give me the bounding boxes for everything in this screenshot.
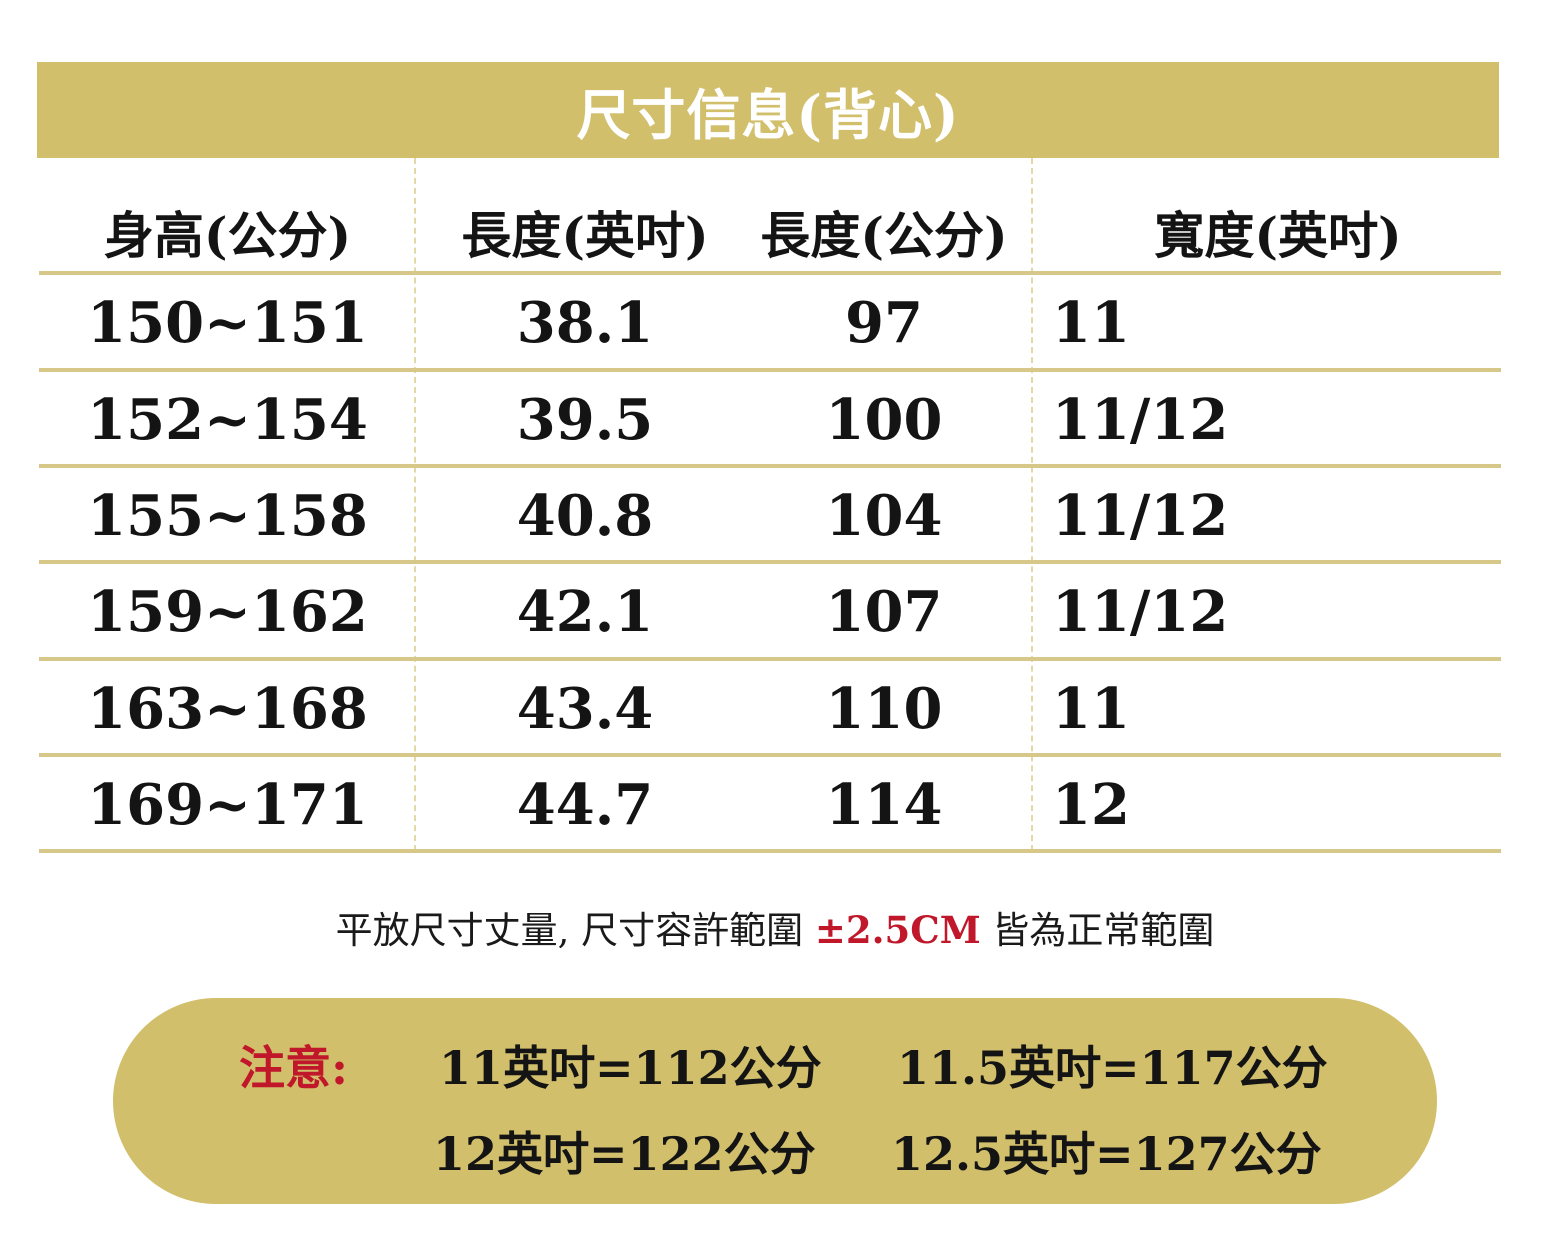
table-cell-length-cm: 107 <box>825 579 943 645</box>
table-cell-length-inch: 38.1 <box>516 290 654 356</box>
table-cell-length-cm: 114 <box>825 772 943 838</box>
table-cell-width-inch: 11 <box>1052 676 1130 742</box>
table-cell-width-inch: 11/12 <box>1052 483 1229 549</box>
header-length-cm: 長度(公分) <box>760 206 1008 265</box>
row-divider <box>39 560 1501 564</box>
row-divider <box>39 368 1501 372</box>
header-length-inch: 長度(英吋) <box>461 206 709 265</box>
tolerance-note: 平放尺寸丈量, 尺寸容許範圍 ±2.5CM 皆為正常範圍 <box>0 900 1550 954</box>
column-divider <box>414 158 416 851</box>
table-cell-width-inch: 11/12 <box>1052 387 1229 453</box>
conversion-item: 11.5英吋=117公分 <box>897 1041 1328 1095</box>
notice-label: 注意: <box>239 1041 348 1095</box>
table-cell-length-inch: 40.8 <box>516 483 654 549</box>
header-height-cm: 身高(公分) <box>103 206 352 265</box>
table-cell-length-cm: 110 <box>825 676 943 742</box>
row-divider <box>39 657 1501 661</box>
table-cell-height: 152~154 <box>87 387 368 453</box>
table-cell-length-inch: 39.5 <box>516 387 654 453</box>
row-divider <box>39 464 1501 468</box>
table-cell-length-inch: 44.7 <box>516 772 654 838</box>
table-cell-height: 169~171 <box>87 772 368 838</box>
table-cell-width-inch: 12 <box>1052 772 1130 838</box>
table-cell-length-cm: 104 <box>825 483 943 549</box>
table-cell-height: 159~162 <box>87 579 368 645</box>
table-cell-height: 155~158 <box>87 483 368 549</box>
row-divider <box>39 849 1501 853</box>
table-cell-height: 163~168 <box>87 676 368 742</box>
table-cell-length-cm: 97 <box>845 290 923 356</box>
note-text-before: 平放尺寸丈量, 尺寸容許範圍 <box>335 909 815 952</box>
table-cell-length-inch: 43.4 <box>516 676 654 742</box>
note-text-after: 皆為正常範圍 <box>980 909 1215 952</box>
conversion-item: 11英吋=112公分 <box>439 1041 822 1095</box>
tolerance-value: ±2.5CM <box>814 908 981 952</box>
conversion-item: 12.5英吋=127公分 <box>891 1127 1322 1181</box>
table-cell-length-inch: 42.1 <box>516 579 654 645</box>
row-divider <box>39 753 1501 757</box>
row-divider <box>39 271 1501 275</box>
table-cell-width-inch: 11/12 <box>1052 579 1229 645</box>
table-cell-height: 150~151 <box>87 290 368 356</box>
conversion-notice: 注意: 11英吋=112公分 11.5英吋=117公分 12英吋=122公分 1… <box>113 998 1437 1204</box>
column-divider <box>1031 158 1033 851</box>
header-width-inch: 寬度(英吋) <box>1154 206 1402 265</box>
page-title: 尺寸信息(背心) <box>576 82 960 147</box>
table-cell-width-inch: 11 <box>1052 290 1130 356</box>
title-bar: 尺寸信息(背心) <box>37 62 1499 158</box>
conversion-item: 12英吋=122公分 <box>433 1127 816 1181</box>
table-cell-length-cm: 100 <box>825 387 943 453</box>
